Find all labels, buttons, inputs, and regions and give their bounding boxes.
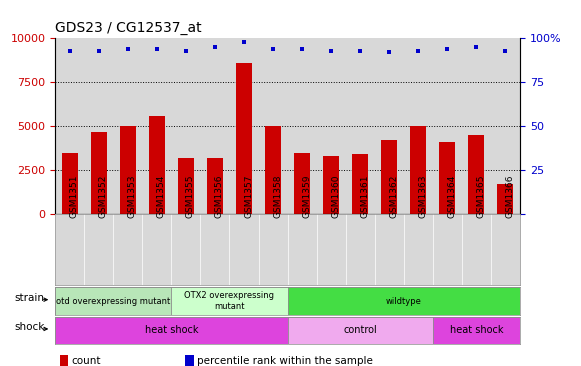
Text: GSM1365: GSM1365 bbox=[476, 174, 485, 218]
Point bbox=[472, 44, 481, 50]
Bar bbox=[120, 126, 136, 214]
Text: GSM1361: GSM1361 bbox=[360, 174, 369, 218]
Text: heat shock: heat shock bbox=[450, 325, 503, 335]
Text: GSM1359: GSM1359 bbox=[302, 174, 311, 218]
Text: GSM1356: GSM1356 bbox=[215, 174, 224, 218]
Bar bbox=[236, 63, 252, 214]
Text: percentile rank within the sample: percentile rank within the sample bbox=[197, 356, 373, 366]
Bar bbox=[497, 184, 514, 214]
Bar bbox=[185, 355, 193, 366]
Bar bbox=[178, 158, 194, 214]
Bar bbox=[55, 287, 171, 315]
Text: wildtype: wildtype bbox=[386, 296, 422, 306]
Point bbox=[414, 48, 423, 54]
Bar bbox=[410, 126, 426, 214]
Bar bbox=[149, 116, 165, 214]
Point bbox=[210, 44, 220, 50]
Point bbox=[239, 39, 249, 45]
Text: GSM1353: GSM1353 bbox=[128, 174, 137, 218]
Text: GSM1351: GSM1351 bbox=[70, 174, 78, 218]
Point bbox=[327, 48, 336, 54]
Point bbox=[123, 46, 132, 52]
Text: GSM1366: GSM1366 bbox=[505, 174, 514, 218]
Point bbox=[443, 46, 452, 52]
Point bbox=[501, 48, 510, 54]
Bar bbox=[62, 153, 78, 214]
Text: GSM1360: GSM1360 bbox=[331, 174, 340, 218]
Point bbox=[94, 48, 103, 54]
Text: GSM1363: GSM1363 bbox=[418, 174, 427, 218]
Bar bbox=[323, 156, 339, 214]
Bar bbox=[288, 317, 433, 344]
Bar bbox=[468, 135, 485, 214]
Text: GSM1362: GSM1362 bbox=[389, 174, 398, 218]
Point bbox=[152, 46, 162, 52]
Bar bbox=[91, 131, 107, 214]
Point bbox=[356, 48, 365, 54]
Bar bbox=[294, 153, 310, 214]
Bar bbox=[207, 158, 223, 214]
Text: GSM1352: GSM1352 bbox=[99, 174, 107, 218]
Point bbox=[268, 46, 278, 52]
Text: otd overexpressing mutant: otd overexpressing mutant bbox=[56, 296, 170, 306]
Text: GSM1354: GSM1354 bbox=[157, 174, 166, 218]
Bar bbox=[288, 287, 520, 315]
Bar bbox=[433, 317, 520, 344]
Text: control: control bbox=[343, 325, 377, 335]
Bar bbox=[439, 142, 456, 214]
Bar bbox=[265, 126, 281, 214]
Point bbox=[385, 49, 394, 55]
Point bbox=[297, 46, 307, 52]
Point bbox=[65, 48, 74, 54]
Text: count: count bbox=[71, 356, 101, 366]
Point bbox=[181, 48, 191, 54]
Text: GSM1357: GSM1357 bbox=[244, 174, 253, 218]
Text: shock: shock bbox=[14, 322, 44, 332]
Bar bbox=[352, 154, 368, 214]
Bar bbox=[171, 287, 288, 315]
Bar bbox=[55, 317, 288, 344]
Text: GSM1355: GSM1355 bbox=[186, 174, 195, 218]
Text: heat shock: heat shock bbox=[145, 325, 198, 335]
Text: strain: strain bbox=[15, 293, 44, 303]
Text: GDS23 / CG12537_at: GDS23 / CG12537_at bbox=[55, 20, 202, 35]
Text: GSM1364: GSM1364 bbox=[447, 174, 456, 218]
Bar bbox=[381, 140, 397, 214]
Text: GSM1358: GSM1358 bbox=[273, 174, 282, 218]
Text: OTX2 overexpressing
mutant: OTX2 overexpressing mutant bbox=[185, 291, 274, 311]
Bar bbox=[60, 355, 68, 366]
